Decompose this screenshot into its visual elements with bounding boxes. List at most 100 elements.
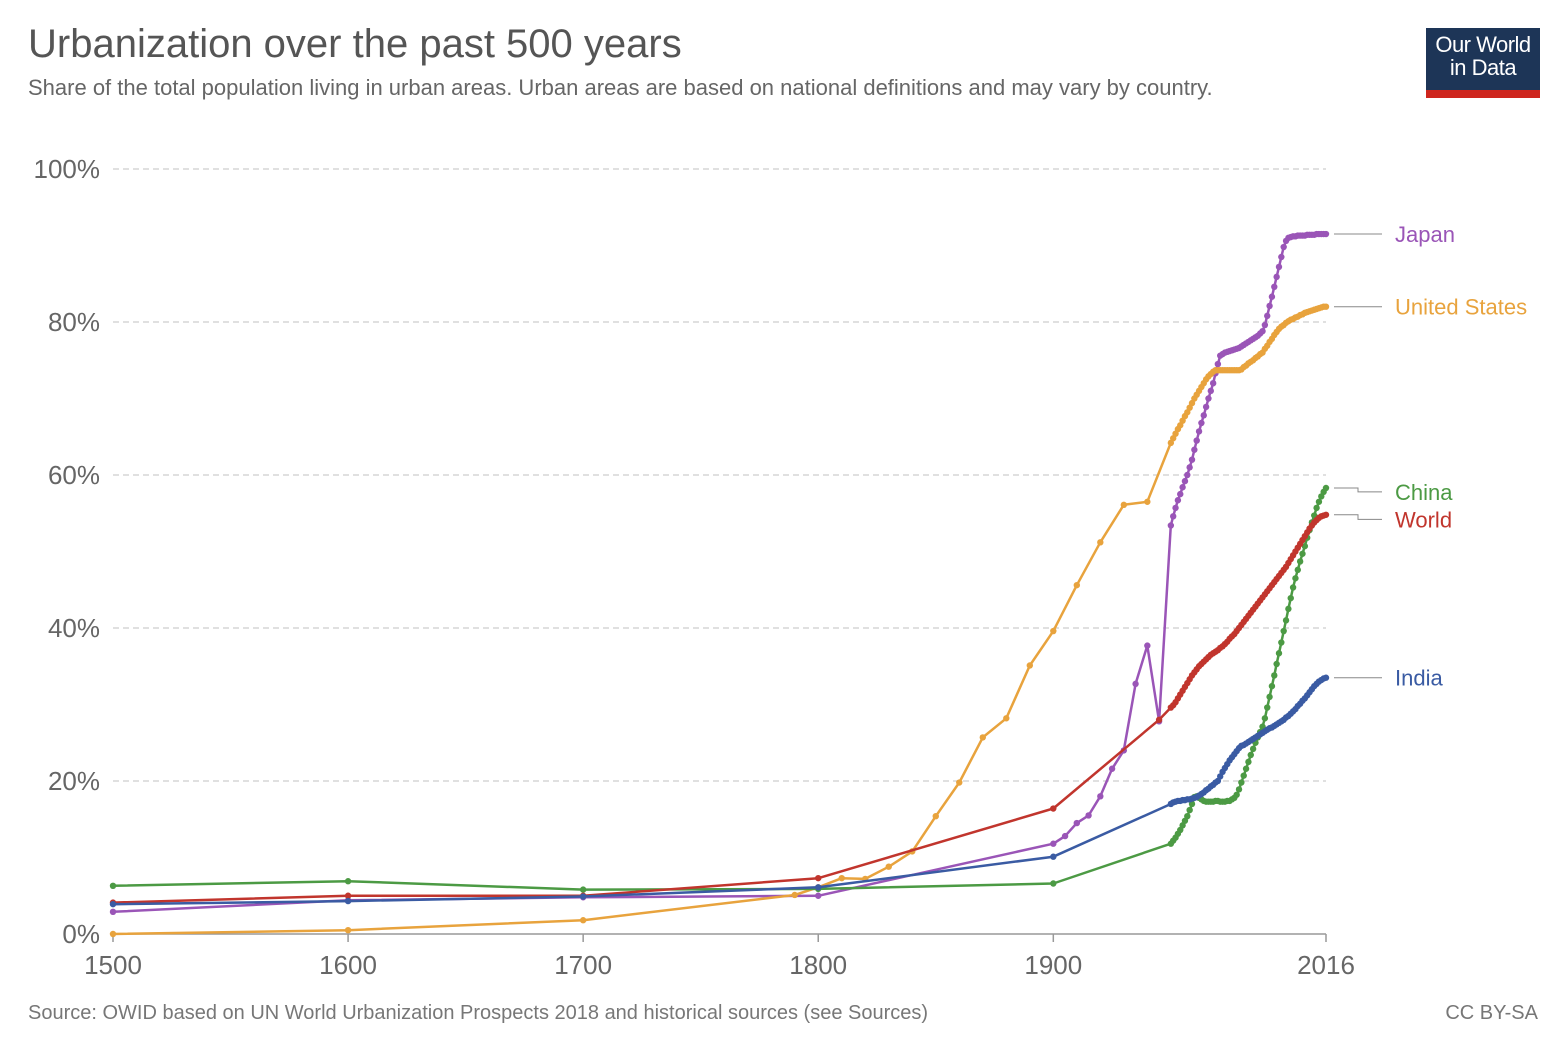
data-point[interactable] [1273,273,1280,281]
data-point[interactable] [1238,779,1245,786]
data-point[interactable] [109,900,117,908]
data-point[interactable] [1132,680,1139,688]
data-point[interactable] [1289,584,1297,591]
series-label[interactable]: Japan [1395,222,1455,247]
data-point[interactable] [1280,627,1287,635]
data-point[interactable] [344,926,352,934]
data-point[interactable] [1097,793,1104,800]
series-label[interactable]: World [1395,507,1452,532]
data-point[interactable] [344,897,352,905]
data-point[interactable] [1184,471,1191,479]
data-point[interactable] [1186,464,1193,471]
data-point[interactable] [109,908,117,916]
data-point[interactable] [932,812,939,820]
series-label[interactable]: India [1395,666,1443,691]
data-point[interactable] [1287,594,1294,602]
data-point[interactable] [1061,832,1069,840]
data-point[interactable] [1266,302,1273,310]
data-point[interactable] [1271,283,1278,291]
series-india[interactable] [109,674,1330,908]
data-point[interactable] [1259,327,1266,335]
data-point[interactable] [1278,639,1285,646]
data-point[interactable] [1278,253,1285,261]
data-point[interactable] [1285,605,1292,613]
data-point[interactable] [1169,513,1177,520]
data-point[interactable] [579,886,587,893]
data-point[interactable] [1261,321,1269,329]
series-label[interactable]: China [1395,480,1453,505]
data-point[interactable] [1214,360,1222,368]
data-point[interactable] [1235,786,1243,793]
data-point[interactable] [1299,550,1306,557]
series-line[interactable] [112,305,1326,936]
data-point[interactable] [579,917,587,924]
data-point[interactable] [1181,477,1189,485]
data-point[interactable] [1240,772,1247,779]
data-point[interactable] [1294,566,1301,574]
data-point[interactable] [1188,456,1196,463]
data-point[interactable] [1266,693,1273,701]
data-point[interactable] [109,882,117,890]
data-point[interactable] [1195,428,1203,435]
data-point[interactable] [1050,627,1057,635]
data-point[interactable] [1155,716,1163,723]
data-point[interactable] [1186,806,1193,814]
data-point[interactable] [791,891,798,899]
data-point[interactable] [1268,293,1276,300]
series-line[interactable] [112,513,1327,904]
data-point[interactable] [1207,387,1215,395]
data-point[interactable] [1261,715,1269,722]
data-point[interactable] [815,892,822,899]
data-point[interactable] [1050,805,1057,812]
data-point[interactable] [1097,539,1104,546]
data-point[interactable] [1271,672,1278,679]
data-point[interactable] [1050,880,1057,887]
series-united-states[interactable] [109,303,1330,938]
data-point[interactable] [1050,853,1057,860]
data-point[interactable] [1144,642,1151,649]
data-point[interactable] [1174,497,1182,504]
data-point[interactable] [1313,504,1320,512]
data-point[interactable] [1280,243,1287,251]
data-point[interactable] [1177,490,1184,498]
data-point[interactable] [1275,263,1283,271]
data-point[interactable] [344,892,352,899]
license-label[interactable]: CC BY-SA [1445,1002,1538,1024]
series-line[interactable] [112,676,1327,906]
data-point[interactable] [1179,484,1186,491]
data-point[interactable] [1198,419,1205,427]
data-point[interactable] [1247,751,1254,759]
data-point[interactable] [1172,504,1179,512]
data-point[interactable] [1322,230,1330,238]
data-point[interactable] [1085,812,1092,819]
data-point[interactable] [1242,765,1250,772]
data-point[interactable] [885,863,892,870]
data-point[interactable] [1264,704,1271,711]
data-point[interactable] [1167,522,1175,529]
data-point[interactable] [1322,303,1330,310]
data-point[interactable] [1292,575,1299,582]
data-point[interactable] [1200,412,1207,419]
data-point[interactable] [815,884,822,891]
data-point[interactable] [956,779,963,786]
series-line[interactable] [112,232,1326,914]
data-point[interactable] [1073,581,1081,589]
data-point[interactable] [1249,745,1257,753]
data-point[interactable] [1296,558,1304,565]
data-point[interactable] [838,874,845,882]
data-point[interactable] [1322,674,1330,681]
series-japan[interactable] [109,230,1330,916]
series-label[interactable]: United States [1395,295,1527,320]
data-point[interactable] [1193,437,1200,444]
data-point[interactable] [1322,511,1330,518]
data-point[interactable] [979,734,986,741]
data-point[interactable] [1108,765,1116,772]
data-point[interactable] [1315,498,1323,505]
data-point[interactable] [815,874,822,882]
data-point[interactable] [1026,662,1034,669]
data-point[interactable] [1050,840,1057,847]
data-point[interactable] [1245,758,1252,766]
owid-logo[interactable]: Our World in Data [1426,28,1540,98]
data-point[interactable] [1282,617,1290,624]
data-point[interactable] [579,893,587,900]
